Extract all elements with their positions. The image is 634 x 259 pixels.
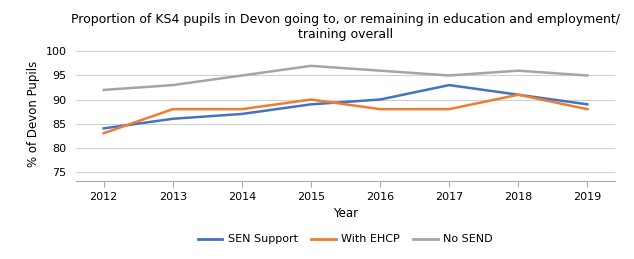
With EHCP — [514, 93, 522, 96]
SEN Support — [238, 112, 246, 116]
No SEND — [100, 88, 108, 91]
No SEND — [307, 64, 315, 67]
Line: SEN Support: SEN Support — [104, 85, 587, 128]
SEN Support — [376, 98, 384, 101]
With EHCP — [307, 98, 315, 101]
No SEND — [169, 84, 177, 87]
SEN Support — [445, 84, 453, 87]
Y-axis label: % of Devon Pupils: % of Devon Pupils — [27, 61, 40, 167]
X-axis label: Year: Year — [333, 207, 358, 220]
No SEND — [583, 74, 591, 77]
No SEND — [238, 74, 246, 77]
Legend: SEN Support, With EHCP, No SEND: SEN Support, With EHCP, No SEND — [193, 230, 498, 249]
No SEND — [514, 69, 522, 72]
With EHCP — [583, 107, 591, 111]
Line: With EHCP: With EHCP — [104, 95, 587, 133]
No SEND — [445, 74, 453, 77]
SEN Support — [583, 103, 591, 106]
SEN Support — [100, 127, 108, 130]
SEN Support — [169, 117, 177, 120]
Line: No SEND: No SEND — [104, 66, 587, 90]
With EHCP — [445, 107, 453, 111]
SEN Support — [307, 103, 315, 106]
Title: Proportion of KS4 pupils in Devon going to, or remaining in education and employ: Proportion of KS4 pupils in Devon going … — [71, 13, 620, 41]
With EHCP — [376, 107, 384, 111]
No SEND — [376, 69, 384, 72]
With EHCP — [100, 132, 108, 135]
With EHCP — [238, 107, 246, 111]
With EHCP — [169, 107, 177, 111]
SEN Support — [514, 93, 522, 96]
